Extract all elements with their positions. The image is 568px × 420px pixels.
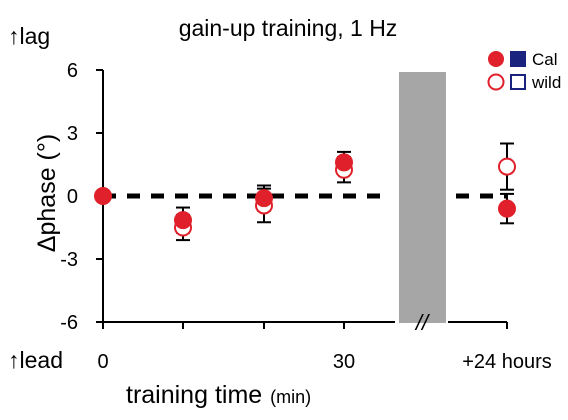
- x-tick-label: +24 hours: [462, 351, 552, 373]
- data-point-filled: [174, 211, 192, 230]
- chart-title: gain-up training, 1 Hz: [179, 15, 398, 41]
- legend-label: wild: [531, 73, 561, 92]
- axis-break-bar: [399, 72, 446, 323]
- y-tick-label: 3: [67, 123, 78, 145]
- y-tick-label: 0: [67, 186, 78, 208]
- data-point-filled: [94, 187, 112, 205]
- lead-direction-note: ↑lead: [8, 347, 63, 373]
- data-point-filled: [335, 153, 353, 172]
- y-tick-label: -3: [60, 249, 78, 271]
- x-tick-label: 0: [97, 351, 108, 373]
- data-point-filled: [255, 189, 273, 208]
- y-axis-label: Δphase (°): [33, 134, 61, 252]
- legend-filled-circle-icon: [488, 51, 504, 67]
- y-tick-label: -6: [60, 312, 78, 334]
- lag-direction-note: ↑lag: [8, 23, 50, 49]
- data-point-open: [498, 157, 516, 176]
- x-tick-label: 30: [333, 351, 355, 373]
- axis-break-label: //: [414, 310, 430, 335]
- y-tick-label: 6: [67, 60, 78, 82]
- x-axis-label-main: training time: [126, 381, 262, 409]
- data-point-filled: [498, 199, 516, 218]
- legend-open-circle-icon: [487, 73, 505, 91]
- legend-open-square-icon: [510, 74, 526, 90]
- legend-filled-square-icon: [510, 51, 526, 67]
- legend-label: Cal: [532, 50, 558, 69]
- x-axis-label: training time (min): [126, 381, 311, 409]
- x-axis-label-unit: (min): [270, 387, 311, 407]
